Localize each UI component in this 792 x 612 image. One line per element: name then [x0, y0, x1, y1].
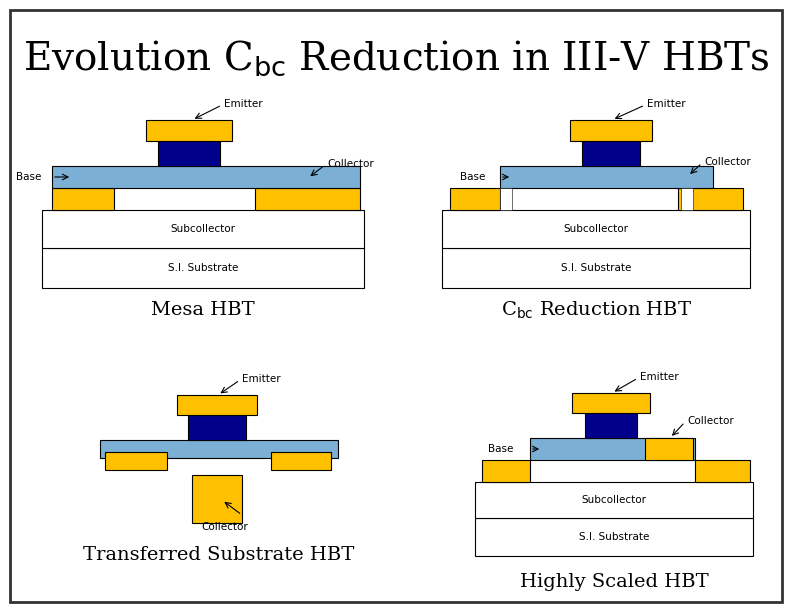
- Bar: [645, 438, 693, 460]
- Text: Base: Base: [488, 444, 513, 454]
- Text: Collector: Collector: [704, 157, 751, 167]
- Bar: [572, 393, 650, 413]
- Bar: [530, 438, 695, 460]
- Text: Transferred Substrate HBT: Transferred Substrate HBT: [83, 546, 355, 564]
- Text: Emitter: Emitter: [242, 374, 280, 384]
- Bar: [475, 482, 753, 518]
- Text: Emitter: Emitter: [224, 99, 263, 109]
- Text: Mesa HBT: Mesa HBT: [151, 301, 255, 319]
- Bar: [52, 166, 360, 188]
- Text: S.I. Substrate: S.I. Substrate: [579, 532, 649, 542]
- Text: Collector: Collector: [327, 159, 374, 169]
- Bar: [100, 440, 338, 458]
- Text: Highly Scaled HBT: Highly Scaled HBT: [520, 573, 708, 591]
- Bar: [158, 141, 220, 166]
- Bar: [585, 413, 637, 438]
- Text: Subcollector: Subcollector: [170, 224, 235, 234]
- Bar: [42, 210, 364, 248]
- Text: Emitter: Emitter: [640, 372, 679, 382]
- Bar: [105, 452, 167, 470]
- Bar: [52, 188, 114, 210]
- Bar: [582, 141, 640, 166]
- Bar: [192, 475, 242, 523]
- Bar: [450, 188, 500, 210]
- Bar: [177, 395, 257, 415]
- Text: Collector: Collector: [687, 416, 733, 426]
- Bar: [188, 415, 246, 440]
- Bar: [255, 188, 360, 210]
- Text: Subcollector: Subcollector: [581, 495, 646, 505]
- Bar: [570, 120, 652, 141]
- Bar: [681, 188, 693, 210]
- Bar: [500, 166, 713, 188]
- Bar: [146, 120, 232, 141]
- Bar: [678, 188, 743, 210]
- Text: Emitter: Emitter: [647, 99, 686, 109]
- Text: Subcollector: Subcollector: [563, 224, 629, 234]
- Bar: [442, 210, 750, 248]
- Text: S.I. Substrate: S.I. Substrate: [561, 263, 631, 273]
- Text: S.I. Substrate: S.I. Substrate: [168, 263, 238, 273]
- Bar: [695, 460, 750, 482]
- Bar: [442, 248, 750, 288]
- Text: Base: Base: [460, 172, 485, 182]
- Bar: [475, 518, 753, 556]
- Bar: [482, 460, 530, 482]
- Text: Base: Base: [16, 172, 41, 182]
- Bar: [500, 188, 512, 210]
- Text: Collector: Collector: [202, 522, 249, 532]
- Bar: [271, 452, 331, 470]
- Text: C$_{\rm bc}$ Reduction HBT: C$_{\rm bc}$ Reduction HBT: [501, 299, 691, 321]
- Text: Evolution C$_{\rm bc}$ Reduction in III-V HBTs: Evolution C$_{\rm bc}$ Reduction in III-…: [23, 38, 769, 78]
- Bar: [42, 248, 364, 288]
